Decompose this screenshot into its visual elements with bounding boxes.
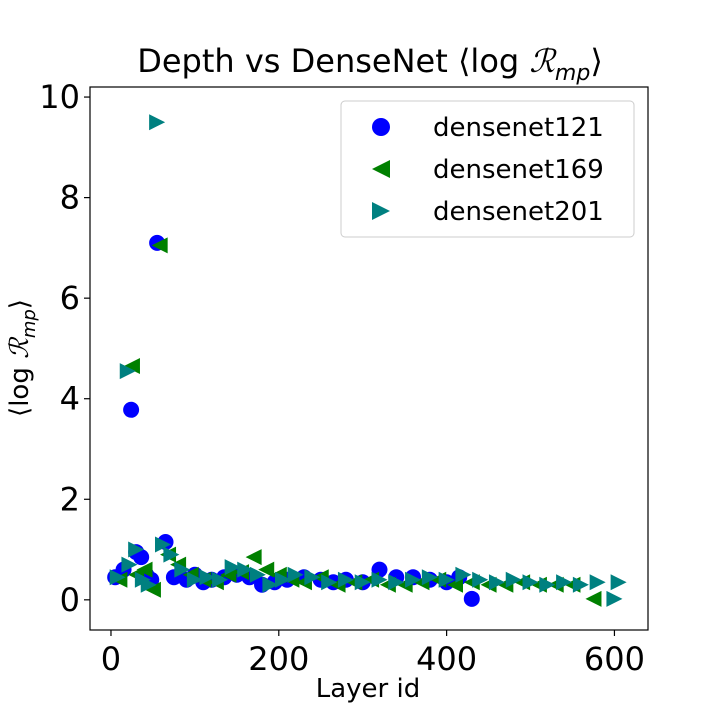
data-point [262,576,279,593]
legend-marker [372,202,390,220]
x-axis-label: Layer id [316,674,420,704]
legend-marker [372,160,390,178]
data-point [186,571,203,588]
data-point [405,571,422,588]
y-tick-label: 10 [39,78,80,116]
data-point [144,581,161,598]
chart-title: Depth vs DenseNet ⟨log ℛmp⟩ [137,42,603,86]
x-axis: 0 200 400 600 [101,630,645,678]
data-point [136,561,153,578]
data-point [572,576,589,593]
y-tick-label: 0 [60,581,80,619]
y-tick-label: 4 [60,380,80,418]
y-tick-label: 8 [60,179,80,217]
legend-label: densenet201 [433,197,604,227]
data-point [354,574,371,591]
data-point [610,574,627,591]
x-tick-label: 400 [416,640,477,678]
data-point [522,574,539,591]
data-point [589,574,606,591]
data-point [140,576,157,593]
data-point [337,571,354,588]
legend-marker [372,118,390,136]
data-point [488,574,505,591]
data-point [109,569,126,586]
data-point [128,541,145,558]
data-point [321,574,338,591]
data-point [438,571,455,588]
plot-frame [89,86,649,631]
y-axis-label: ⟨log ℛmp⟩ [5,299,40,417]
data-point [304,569,321,586]
legend-label: densenet121 [433,113,604,143]
x-tick-label: 600 [584,640,645,678]
data-point [421,569,438,586]
data-point [123,358,140,375]
data-point [224,559,241,576]
data-point [539,576,556,593]
y-tick-label: 6 [60,279,80,317]
data-point [133,549,150,566]
data-point [455,566,472,583]
data-point [472,571,489,588]
data-point [505,571,522,588]
data-point [249,566,266,583]
data-point [163,546,180,563]
data-point [287,566,304,583]
data-point [155,536,172,553]
data-point [258,561,275,578]
data-point [388,574,405,591]
data-point [274,571,291,588]
x-tick-label: 200 [248,640,309,678]
data-point [212,571,229,588]
legend-label: densenet169 [433,155,604,185]
data-point [463,590,480,607]
data-point [123,401,140,418]
data-point [149,114,166,131]
data-point [237,561,254,578]
data-point [585,590,602,607]
data-point [119,363,136,380]
data-point [174,561,191,578]
data-point [606,590,623,607]
data-point [556,574,573,591]
data-point [199,569,216,586]
x-tick-label: 0 [101,640,121,678]
plot-area [89,86,649,631]
data-point [121,556,138,573]
legend-box [340,100,635,238]
y-tick-label: 2 [60,480,80,518]
data-point [245,549,262,566]
data-point [151,237,168,254]
y-axis: 0 2 4 6 8 10 [39,78,90,619]
data-point [371,571,388,588]
legend: densenet121 densenet169 densenet201 [340,100,635,238]
series-densenet201 [109,114,627,607]
